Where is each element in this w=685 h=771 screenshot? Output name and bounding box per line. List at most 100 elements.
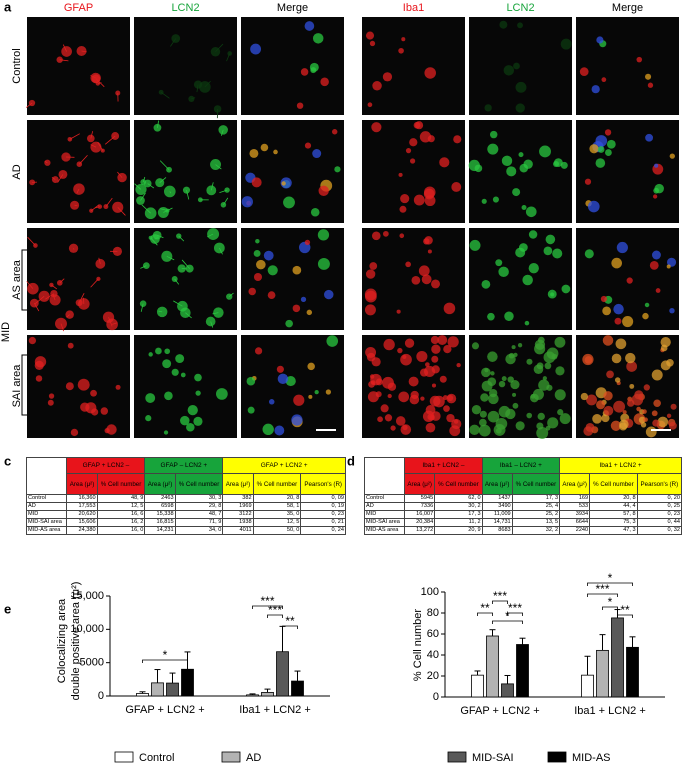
cell [431, 365, 440, 374]
table-cell: 16,360 [66, 494, 98, 503]
cell [606, 139, 616, 149]
cell [241, 196, 253, 208]
cell [263, 250, 274, 261]
process [111, 322, 118, 325]
table-cell: 3490 [481, 502, 513, 511]
significance-bracket [602, 606, 618, 610]
cell [508, 352, 515, 359]
cell [187, 404, 198, 416]
cell [480, 393, 489, 402]
cell [615, 338, 627, 350]
cell [487, 312, 495, 321]
cell [579, 67, 589, 77]
cell [285, 319, 293, 328]
bar [596, 649, 609, 698]
cell [34, 356, 47, 368]
cell [318, 185, 329, 196]
significance-bracket [492, 620, 523, 624]
cell [495, 259, 503, 267]
cell [364, 304, 376, 316]
cell [193, 80, 203, 89]
table-cell: 32, 2 [511, 526, 561, 535]
table-cell: 75, 3 [589, 518, 638, 527]
cell [653, 399, 661, 408]
table-cell: 15,338 [144, 510, 176, 519]
cell [614, 317, 622, 325]
cell [602, 306, 611, 316]
cell [427, 249, 432, 254]
cell [655, 288, 661, 293]
cell [186, 422, 195, 432]
cell [155, 347, 162, 355]
process [117, 171, 123, 178]
cell [602, 335, 614, 346]
table-cell: 2463 [144, 494, 176, 503]
cell [47, 399, 54, 406]
table-cell: 6644 [559, 518, 591, 527]
cell [495, 427, 502, 434]
table-cell: 0, 25 [636, 502, 683, 511]
process [191, 97, 196, 100]
cell [654, 163, 659, 168]
cell [369, 374, 375, 379]
cell [513, 62, 520, 70]
cell [645, 73, 652, 80]
cell [409, 138, 418, 147]
cell [586, 394, 597, 406]
cell [660, 360, 671, 371]
cell [317, 229, 330, 241]
cell [660, 336, 671, 348]
cell [164, 348, 171, 355]
cell [115, 384, 121, 390]
table-cell: 20,620 [66, 510, 98, 519]
significance-label: *** [508, 601, 522, 615]
process [66, 314, 70, 318]
table-cell: 30, 2 [434, 502, 483, 511]
table-cell: 16, 6 [96, 510, 146, 519]
cell [364, 288, 377, 301]
cell [533, 364, 544, 375]
cell [560, 161, 568, 169]
table-cell: 0, 19 [300, 502, 346, 511]
cell [437, 335, 448, 345]
process [90, 204, 100, 212]
process [169, 191, 172, 194]
cell [484, 368, 489, 373]
process [219, 189, 228, 193]
cell [601, 414, 610, 423]
cell [90, 389, 97, 397]
cell [309, 62, 319, 72]
table-cell: 14,731 [481, 518, 513, 527]
cell [291, 414, 303, 426]
cell [248, 287, 256, 296]
significance-label: ** [620, 603, 630, 617]
legend-swatch [114, 751, 134, 763]
cell [224, 187, 230, 193]
cell [397, 347, 403, 354]
process [62, 44, 67, 52]
cell [649, 260, 659, 270]
micrograph [241, 120, 344, 223]
cell [616, 241, 628, 254]
cell [536, 427, 549, 439]
cell [292, 304, 301, 313]
cell [512, 402, 519, 409]
bar [486, 635, 499, 698]
cell [515, 421, 525, 431]
cell [489, 130, 498, 139]
bar [246, 694, 259, 697]
x-tick-label: GFAP + LCN2 + [460, 705, 539, 717]
cell [283, 196, 295, 209]
cell [106, 424, 117, 435]
column-header: Area (μ²) [66, 473, 98, 495]
cell [668, 421, 677, 430]
process [178, 235, 185, 242]
cell [653, 187, 660, 194]
cell [413, 194, 425, 206]
significance-bracket [587, 582, 633, 586]
process [174, 278, 180, 285]
cell [522, 274, 533, 286]
cell [365, 269, 376, 279]
cell [606, 370, 614, 379]
row-header: MID-AS area [363, 526, 406, 535]
